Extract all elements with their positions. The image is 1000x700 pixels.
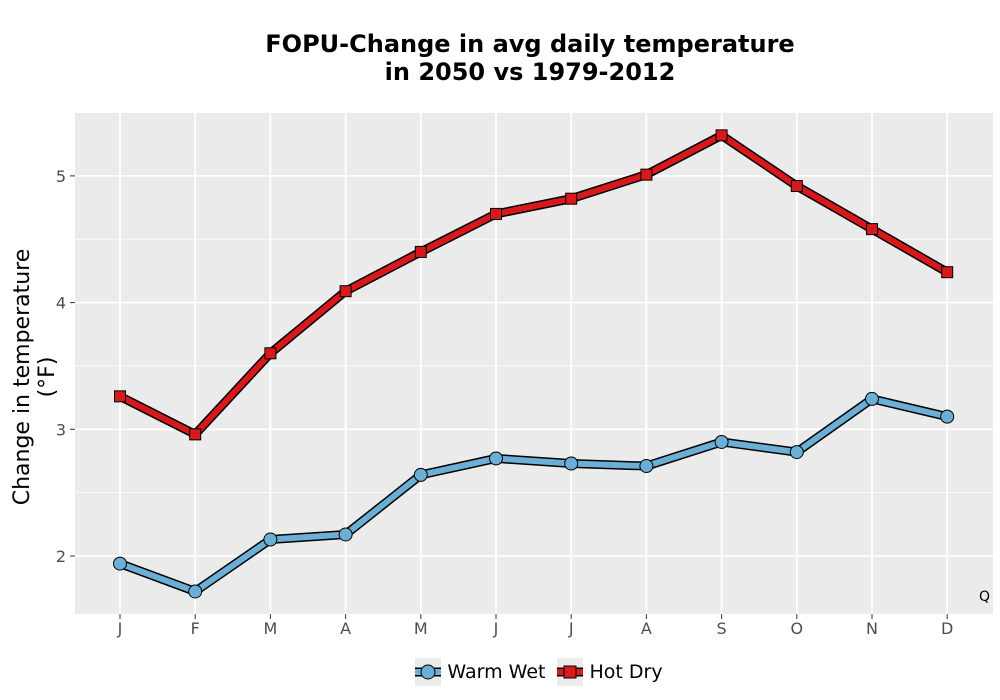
x-tick-label: M xyxy=(263,619,277,638)
data-point-hot-dry xyxy=(565,192,578,205)
data-point-warm-wet xyxy=(940,409,955,424)
x-tick-label: S xyxy=(717,619,727,638)
data-point-hot-dry xyxy=(414,245,427,258)
series-line-hot-dry xyxy=(117,132,951,438)
data-point-hot-dry xyxy=(189,428,202,441)
data-point-hot-dry xyxy=(114,390,126,403)
y-tick-label: 5 xyxy=(56,167,66,186)
y-tick-label: 2 xyxy=(56,547,66,566)
data-point-warm-wet xyxy=(188,584,203,599)
data-point-warm-wet xyxy=(789,445,804,460)
x-tick-label: A xyxy=(641,619,652,638)
corner-note: Q xyxy=(979,589,991,605)
data-point-warm-wet xyxy=(338,527,353,542)
x-tick-label: J xyxy=(493,619,499,638)
data-point-warm-wet xyxy=(639,459,654,474)
legend-item-hot-dry: Hot Dry xyxy=(557,658,663,686)
data-point-hot-dry xyxy=(941,266,954,279)
data-point-warm-wet xyxy=(113,556,127,571)
y-tick-label: 4 xyxy=(56,294,66,313)
plot-panel xyxy=(75,113,993,614)
data-point-hot-dry xyxy=(866,223,878,236)
data-point-warm-wet xyxy=(564,456,579,471)
x-tick-label: J xyxy=(117,619,123,638)
x-tick-label: N xyxy=(866,619,878,638)
x-tick-label: O xyxy=(791,619,804,638)
legend-key-warm-wet xyxy=(415,658,442,686)
data-point-hot-dry xyxy=(790,180,803,193)
chart-title-line-1: FOPU-Change in avg daily temperature xyxy=(265,30,795,58)
x-tick-label: M xyxy=(414,619,428,638)
data-point-warm-wet xyxy=(413,467,428,482)
x-tick-label: A xyxy=(340,619,351,638)
data-point-hot-dry xyxy=(640,168,653,181)
data-point-warm-wet xyxy=(489,451,503,466)
x-tick-label: D xyxy=(941,619,953,638)
legend-key-hot-dry xyxy=(557,658,584,686)
data-point-warm-wet xyxy=(714,434,729,449)
legend-label-hot-dry: Hot Dry xyxy=(589,661,663,683)
data-point-warm-wet xyxy=(865,391,879,406)
data-point-hot-dry xyxy=(264,347,277,360)
data-point-hot-dry xyxy=(339,285,352,298)
chart-title: FOPU-Change in avg daily temperature in … xyxy=(0,30,1000,86)
x-tick-label: J xyxy=(568,619,574,638)
legend-item-warm-wet: Warm Wet xyxy=(415,658,545,686)
y-tick-label: 3 xyxy=(56,420,66,439)
legend: Warm Wet Hot Dry xyxy=(0,658,1000,686)
x-tick-label: F xyxy=(191,619,200,638)
series-line-warm-wet xyxy=(117,395,951,595)
legend-label-warm-wet: Warm Wet xyxy=(447,661,546,683)
data-point-hot-dry xyxy=(715,129,728,142)
data-point-hot-dry xyxy=(490,207,502,220)
data-point-warm-wet xyxy=(263,532,278,547)
chart-title-line-2: in 2050 vs 1979-2012 xyxy=(384,58,676,86)
